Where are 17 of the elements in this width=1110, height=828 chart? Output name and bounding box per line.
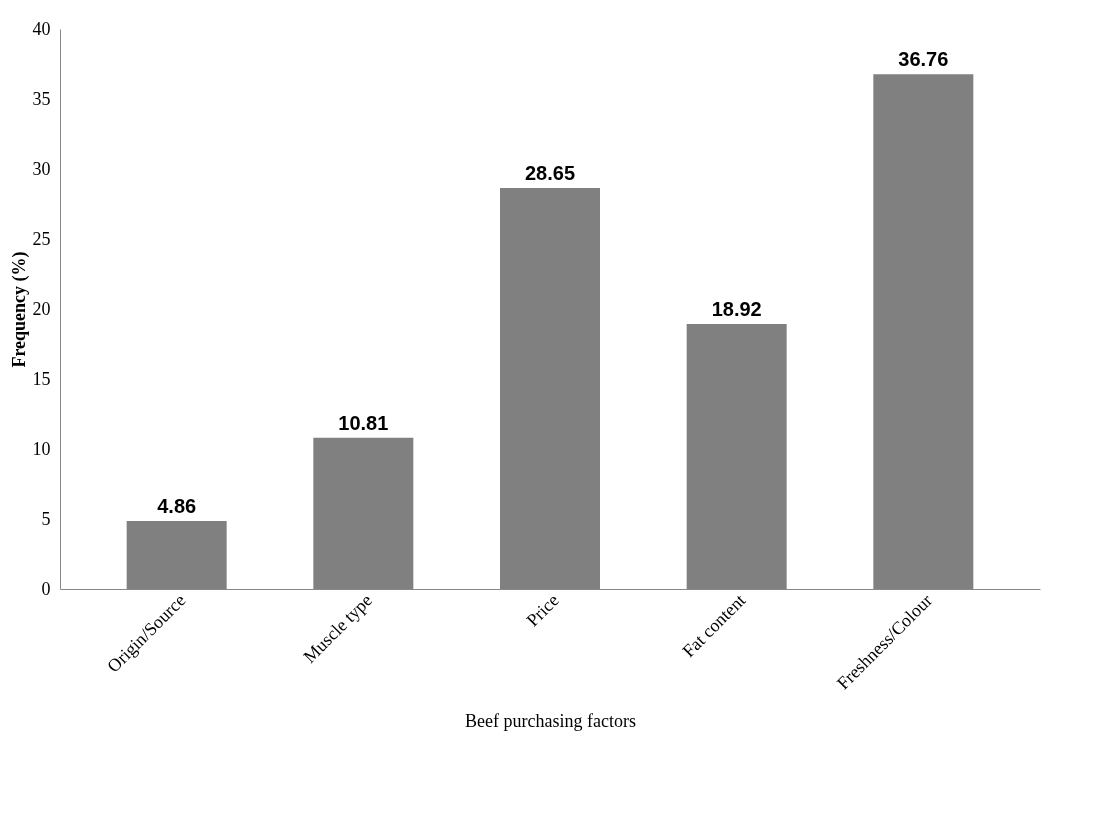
y-tick-label: 25 [32,228,51,249]
data-label: 18.92 [711,298,762,321]
data-label: 4.86 [157,494,197,517]
y-tick-label: 0 [41,578,51,599]
y-tick-label: 10 [32,438,51,459]
data-label: 36.76 [898,48,949,71]
y-tick-label: 30 [32,158,51,179]
x-tick-label: Price [522,590,563,631]
data-label: 28.65 [524,161,576,184]
y-tick-label: 40 [32,18,51,39]
x-axis-title: Beef purchasing factors [465,711,636,732]
y-tick-label: 35 [32,88,51,109]
data-label: 10.81 [338,411,389,434]
y-tick-label: 5 [41,508,51,529]
y-tick-label: 15 [32,368,51,389]
y-tick-label: 20 [32,298,51,319]
y-axis-title: Frequency (%) [8,251,30,368]
